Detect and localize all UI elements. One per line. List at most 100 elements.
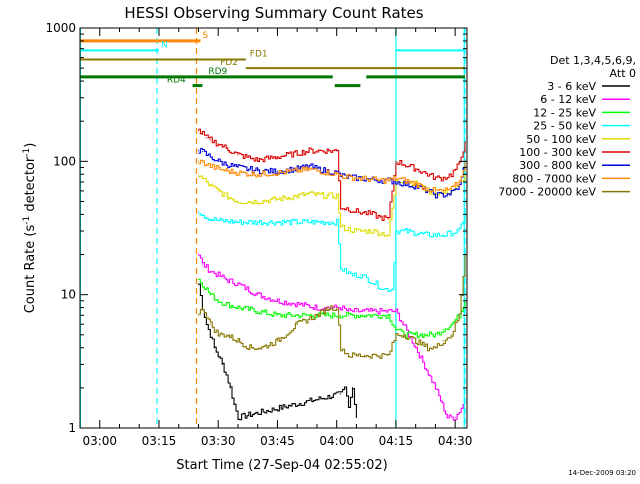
data-point bbox=[209, 165, 211, 167]
data-point bbox=[197, 175, 200, 177]
data-point bbox=[308, 150, 310, 152]
legend-entry-label: 25 - 50 keV bbox=[533, 120, 596, 133]
data-point bbox=[426, 188, 429, 190]
data-point bbox=[201, 133, 204, 135]
data-point bbox=[347, 228, 350, 230]
data-point bbox=[201, 263, 204, 265]
data-point bbox=[363, 314, 365, 316]
legend-entry-label: 800 - 7000 keV bbox=[512, 172, 596, 185]
data-point bbox=[316, 194, 318, 196]
data-point bbox=[434, 192, 437, 194]
data-point bbox=[355, 310, 358, 312]
data-point bbox=[233, 403, 235, 406]
data-point bbox=[276, 221, 279, 223]
data-point bbox=[415, 334, 417, 336]
data-point bbox=[276, 156, 279, 158]
data-point bbox=[458, 230, 460, 232]
data-point bbox=[450, 188, 452, 190]
y-tick-label: 1 bbox=[68, 421, 76, 435]
data-point bbox=[197, 314, 200, 316]
x-tick-label: 03:30 bbox=[201, 434, 236, 448]
data-point bbox=[387, 234, 389, 236]
data-point bbox=[355, 210, 358, 213]
legend-entry-label: 12 - 25 keV bbox=[533, 106, 596, 119]
data-point bbox=[205, 154, 207, 156]
data-point bbox=[450, 173, 452, 175]
legend-title-line-1: Det 1,3,4,5,6,9, bbox=[550, 54, 636, 67]
data-point bbox=[371, 354, 373, 357]
data-point bbox=[205, 266, 207, 269]
data-point bbox=[217, 300, 219, 302]
data-point bbox=[328, 306, 330, 309]
legend-entry-label: 7000 - 20000 keV bbox=[498, 186, 596, 199]
data-point bbox=[257, 294, 259, 296]
data-point bbox=[237, 172, 239, 174]
data-point bbox=[395, 177, 397, 179]
data-point bbox=[415, 183, 417, 185]
data-point bbox=[296, 323, 298, 325]
x-tick-label: 03:15 bbox=[142, 434, 177, 448]
x-tick-label: 04:30 bbox=[438, 434, 473, 448]
data-point bbox=[340, 266, 342, 269]
data-point bbox=[197, 278, 200, 281]
data-point bbox=[450, 323, 452, 325]
data-point bbox=[347, 310, 350, 312]
flag-bar-rd4: RD4 bbox=[167, 76, 361, 88]
data-point bbox=[355, 354, 358, 357]
data-point bbox=[209, 218, 211, 220]
data-point bbox=[434, 347, 437, 349]
data-point bbox=[336, 173, 338, 175]
data-point bbox=[363, 354, 365, 357]
legend-entry-label: 300 - 800 keV bbox=[519, 159, 596, 172]
series-7000-20000-kev bbox=[197, 253, 466, 359]
data-point bbox=[276, 340, 279, 342]
data-point bbox=[415, 185, 417, 187]
data-point bbox=[395, 310, 397, 312]
data-point bbox=[403, 179, 405, 181]
data-point bbox=[371, 310, 373, 312]
data-point bbox=[340, 206, 342, 209]
data-point bbox=[217, 354, 219, 357]
data-point bbox=[336, 306, 338, 309]
data-point bbox=[257, 200, 259, 203]
data-point bbox=[213, 347, 215, 349]
data-point bbox=[426, 347, 429, 349]
data-point bbox=[379, 179, 381, 181]
data-point bbox=[225, 195, 227, 197]
data-point bbox=[450, 192, 452, 194]
data-point bbox=[221, 363, 223, 365]
data-point bbox=[371, 314, 373, 316]
data-point bbox=[217, 274, 219, 276]
data-point bbox=[415, 232, 417, 234]
data-point bbox=[201, 283, 204, 285]
axes: 03:00 03:15 03:30 03:45 04:00 04:15 04:30 1 10 10… bbox=[45, 21, 472, 448]
flag-label: RD9 bbox=[208, 67, 227, 77]
data-point bbox=[395, 160, 397, 162]
data-point bbox=[209, 334, 211, 336]
series-25-50-kev bbox=[197, 210, 466, 292]
data-point bbox=[237, 166, 239, 169]
data-point bbox=[201, 161, 204, 164]
data-point bbox=[434, 190, 437, 192]
data-point bbox=[371, 213, 373, 215]
data-point bbox=[464, 141, 466, 143]
data-point bbox=[347, 354, 350, 357]
x-tick-label: 03:00 bbox=[82, 434, 117, 448]
data-point bbox=[324, 314, 326, 316]
data-point bbox=[403, 334, 405, 336]
data-point bbox=[336, 221, 338, 223]
data-point bbox=[197, 150, 200, 152]
flag-label: S bbox=[202, 31, 208, 41]
series-line bbox=[198, 213, 466, 292]
legend-entry-label: 50 - 100 keV bbox=[526, 133, 596, 146]
data-point bbox=[237, 200, 239, 203]
data-point bbox=[340, 175, 342, 177]
data-point bbox=[415, 347, 417, 349]
data-point bbox=[197, 160, 200, 162]
data-point bbox=[347, 403, 350, 406]
data-point bbox=[296, 314, 298, 316]
y-tick-label: 10 bbox=[61, 288, 76, 302]
data-point bbox=[387, 310, 389, 312]
